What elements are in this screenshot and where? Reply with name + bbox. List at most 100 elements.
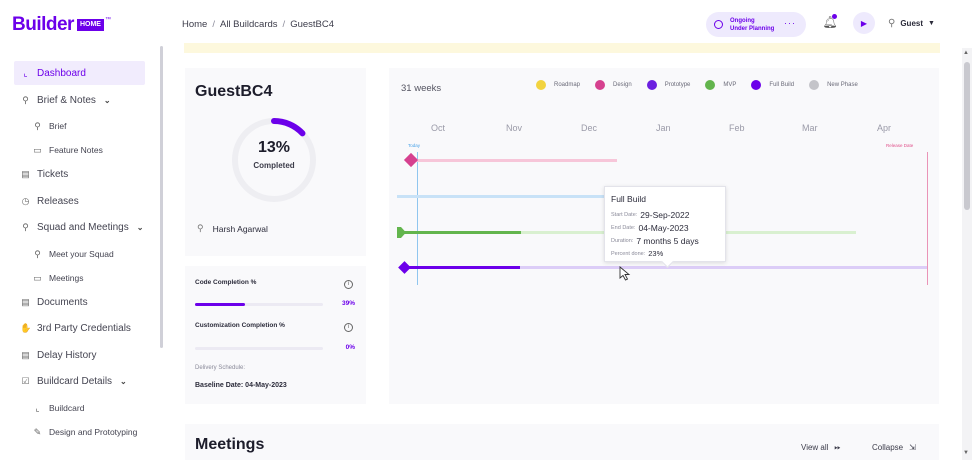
legend-dot: [751, 80, 762, 90]
breadcrumb-all-buildcards[interactable]: All Buildcards: [219, 19, 278, 30]
sidebar-scrollbar[interactable]: [160, 46, 163, 348]
mouse-cursor-icon: [619, 266, 631, 281]
builder-logo[interactable]: Builder HOME ™: [12, 14, 111, 36]
sidebar-item-meetings[interactable]: ▭ Meetings: [14, 266, 145, 290]
prototype-bar[interactable]: [397, 195, 607, 198]
page-scrollbar-thumb[interactable]: [964, 62, 970, 210]
page-scrollbar-track[interactable]: [962, 48, 972, 460]
chart-icon: ⌞: [35, 402, 40, 413]
collapse-button[interactable]: Collapse ⇲: [872, 443, 916, 452]
month-label: Nov: [506, 123, 523, 133]
sidebar-item-documents[interactable]: ▤ Documents: [14, 290, 145, 314]
full-build-bar-progress[interactable]: [405, 266, 520, 269]
ring-progress: [232, 118, 316, 202]
legend-dot: [705, 80, 716, 90]
document-icon: ▤: [21, 349, 30, 360]
legend-prototype[interactable]: Prototype: [646, 80, 691, 90]
legend-full-build[interactable]: Full Build: [751, 80, 794, 90]
squad-icon: ⚲: [34, 248, 41, 259]
breadcrumb-separator: /: [282, 19, 286, 30]
completion-ring-svg: [232, 118, 316, 202]
mvp-start-marker: [401, 227, 406, 238]
timeline-legend: Roadmap Design Prototype MVP Full Build …: [536, 80, 858, 90]
design-milestone[interactable]: [403, 152, 419, 168]
top-header: Builder HOME ™ Home / All Buildcards / G…: [0, 0, 960, 48]
legend-label: Design: [613, 82, 632, 88]
design-bar[interactable]: [411, 159, 617, 162]
sidebar-item-squad-meetings[interactable]: ⚲ Squad and Meetings ⌄: [14, 215, 145, 239]
sidebar-item-label: Dashboard: [37, 67, 86, 79]
sidebar-item-3rd-party-credentials[interactable]: ✋ 3rd Party Credentials: [14, 316, 145, 340]
legend-new-phase[interactable]: New Phase: [809, 80, 858, 90]
user-name: Guest: [900, 19, 923, 28]
mvp-bar-progress[interactable]: [401, 231, 521, 234]
full-build-tooltip: Full Build Start Date: 29-Sep-2022 End D…: [604, 186, 726, 262]
sidebar-item-label: Meet your Squad: [49, 249, 114, 259]
tooltip-end-value: 04-May-2023: [638, 222, 689, 233]
sidebar-item-label: Meetings: [49, 273, 84, 283]
full-build-bar-track[interactable]: [405, 266, 927, 269]
info-icon[interactable]: i: [344, 323, 353, 332]
breadcrumb-current: GuestBC4: [290, 19, 335, 30]
clock-icon: ◷: [21, 195, 30, 206]
collapse-icon: ⇲: [909, 443, 916, 452]
sidebar-item-tickets[interactable]: ▤ Tickets: [14, 162, 145, 186]
double-chevron-right-icon: ⏩︎: [834, 443, 841, 452]
customization-completion-percent: 0%: [345, 344, 355, 351]
logo-text: Builder: [12, 14, 74, 35]
scroll-down-icon[interactable]: ▼: [963, 450, 969, 456]
tooltip-start-date: Start Date: 29-Sep-2022: [611, 208, 719, 221]
laptop-icon: ▭: [33, 272, 42, 283]
sidebar-item-feature-notes[interactable]: ▭ Feature Notes: [14, 138, 145, 162]
more-dots-icon[interactable]: ···: [784, 18, 796, 28]
legend-design[interactable]: Design: [595, 80, 632, 90]
completion-label: Completed: [253, 161, 295, 170]
view-all-label: View all: [801, 443, 829, 452]
owner-name: Harsh Agarwal: [212, 223, 268, 234]
legend-label: MVP: [723, 82, 737, 88]
month-label: Oct: [431, 123, 446, 133]
brief-icon: ⚲: [34, 120, 41, 131]
sidebar: ⌞ Dashboard ⚲ Brief & Notes ⌄ ⚲ Brief ▭ …: [0, 48, 160, 460]
info-icon[interactable]: i: [344, 280, 353, 289]
month-label: Feb: [729, 123, 745, 133]
sidebar-item-delay-history[interactable]: ▤ Delay History: [14, 343, 145, 367]
sidebar-item-buildcard-details[interactable]: ☑ Buildcard Details ⌄: [14, 369, 145, 393]
sidebar-item-meet-squad[interactable]: ⚲ Meet your Squad: [14, 242, 145, 266]
legend-label: Prototype: [664, 82, 691, 88]
chevron-down-icon: ⌄: [136, 222, 144, 232]
scroll-up-icon[interactable]: ▲: [963, 50, 969, 56]
sidebar-item-releases[interactable]: ◷ Releases: [14, 189, 145, 213]
notification-bell-icon[interactable]: 🔔︎: [822, 14, 838, 29]
full-build-milestone[interactable]: [398, 261, 411, 274]
sidebar-item-label: 3rd Party Credentials: [37, 322, 131, 334]
sidebar-item-design-prototyping[interactable]: ✎ Design and Prototyping: [14, 420, 145, 444]
legend-roadmap[interactable]: Roadmap: [536, 80, 580, 90]
play-button[interactable]: ▶: [853, 12, 875, 34]
completion-ring: 13% Completed: [229, 115, 319, 205]
tooltip-start-label: Start Date:: [611, 211, 638, 218]
chevron-down-icon: ⌄: [103, 95, 111, 105]
project-status-pill[interactable]: Ongoing Under Planning ···: [706, 12, 806, 37]
user-menu[interactable]: ⚲ Guest ▼: [888, 18, 935, 29]
breadcrumb-home[interactable]: Home: [182, 19, 208, 30]
sidebar-item-brief-notes[interactable]: ⚲ Brief & Notes ⌄: [14, 88, 145, 112]
sidebar-item-label: Documents: [37, 296, 88, 308]
sidebar-item-brief[interactable]: ⚲ Brief: [14, 114, 145, 138]
legend-mvp[interactable]: MVP: [705, 80, 736, 90]
tooltip-end-label: End Date:: [611, 224, 636, 231]
mvp-start-cap: [397, 227, 401, 238]
sidebar-item-dashboard[interactable]: ⌞ Dashboard: [14, 61, 145, 85]
month-label: Apr: [877, 123, 892, 133]
sidebar-item-buildcard[interactable]: ⌞ Buildcard: [14, 396, 145, 420]
customization-completion-label: Customization Completion %: [195, 322, 285, 329]
baseline-date: Baseline Date: 04-May-2023: [195, 382, 287, 389]
view-all-link[interactable]: View all ⏩︎: [801, 443, 841, 453]
collapse-label: Collapse: [872, 443, 904, 452]
weeks-label: 31 weeks: [401, 83, 442, 94]
user-icon: ⚲: [888, 18, 896, 29]
code-completion-label: Code Completion %: [195, 279, 257, 286]
squad-icon: ⚲: [22, 221, 29, 232]
today-line: [417, 152, 418, 285]
today-marker-label: Today: [408, 143, 421, 148]
